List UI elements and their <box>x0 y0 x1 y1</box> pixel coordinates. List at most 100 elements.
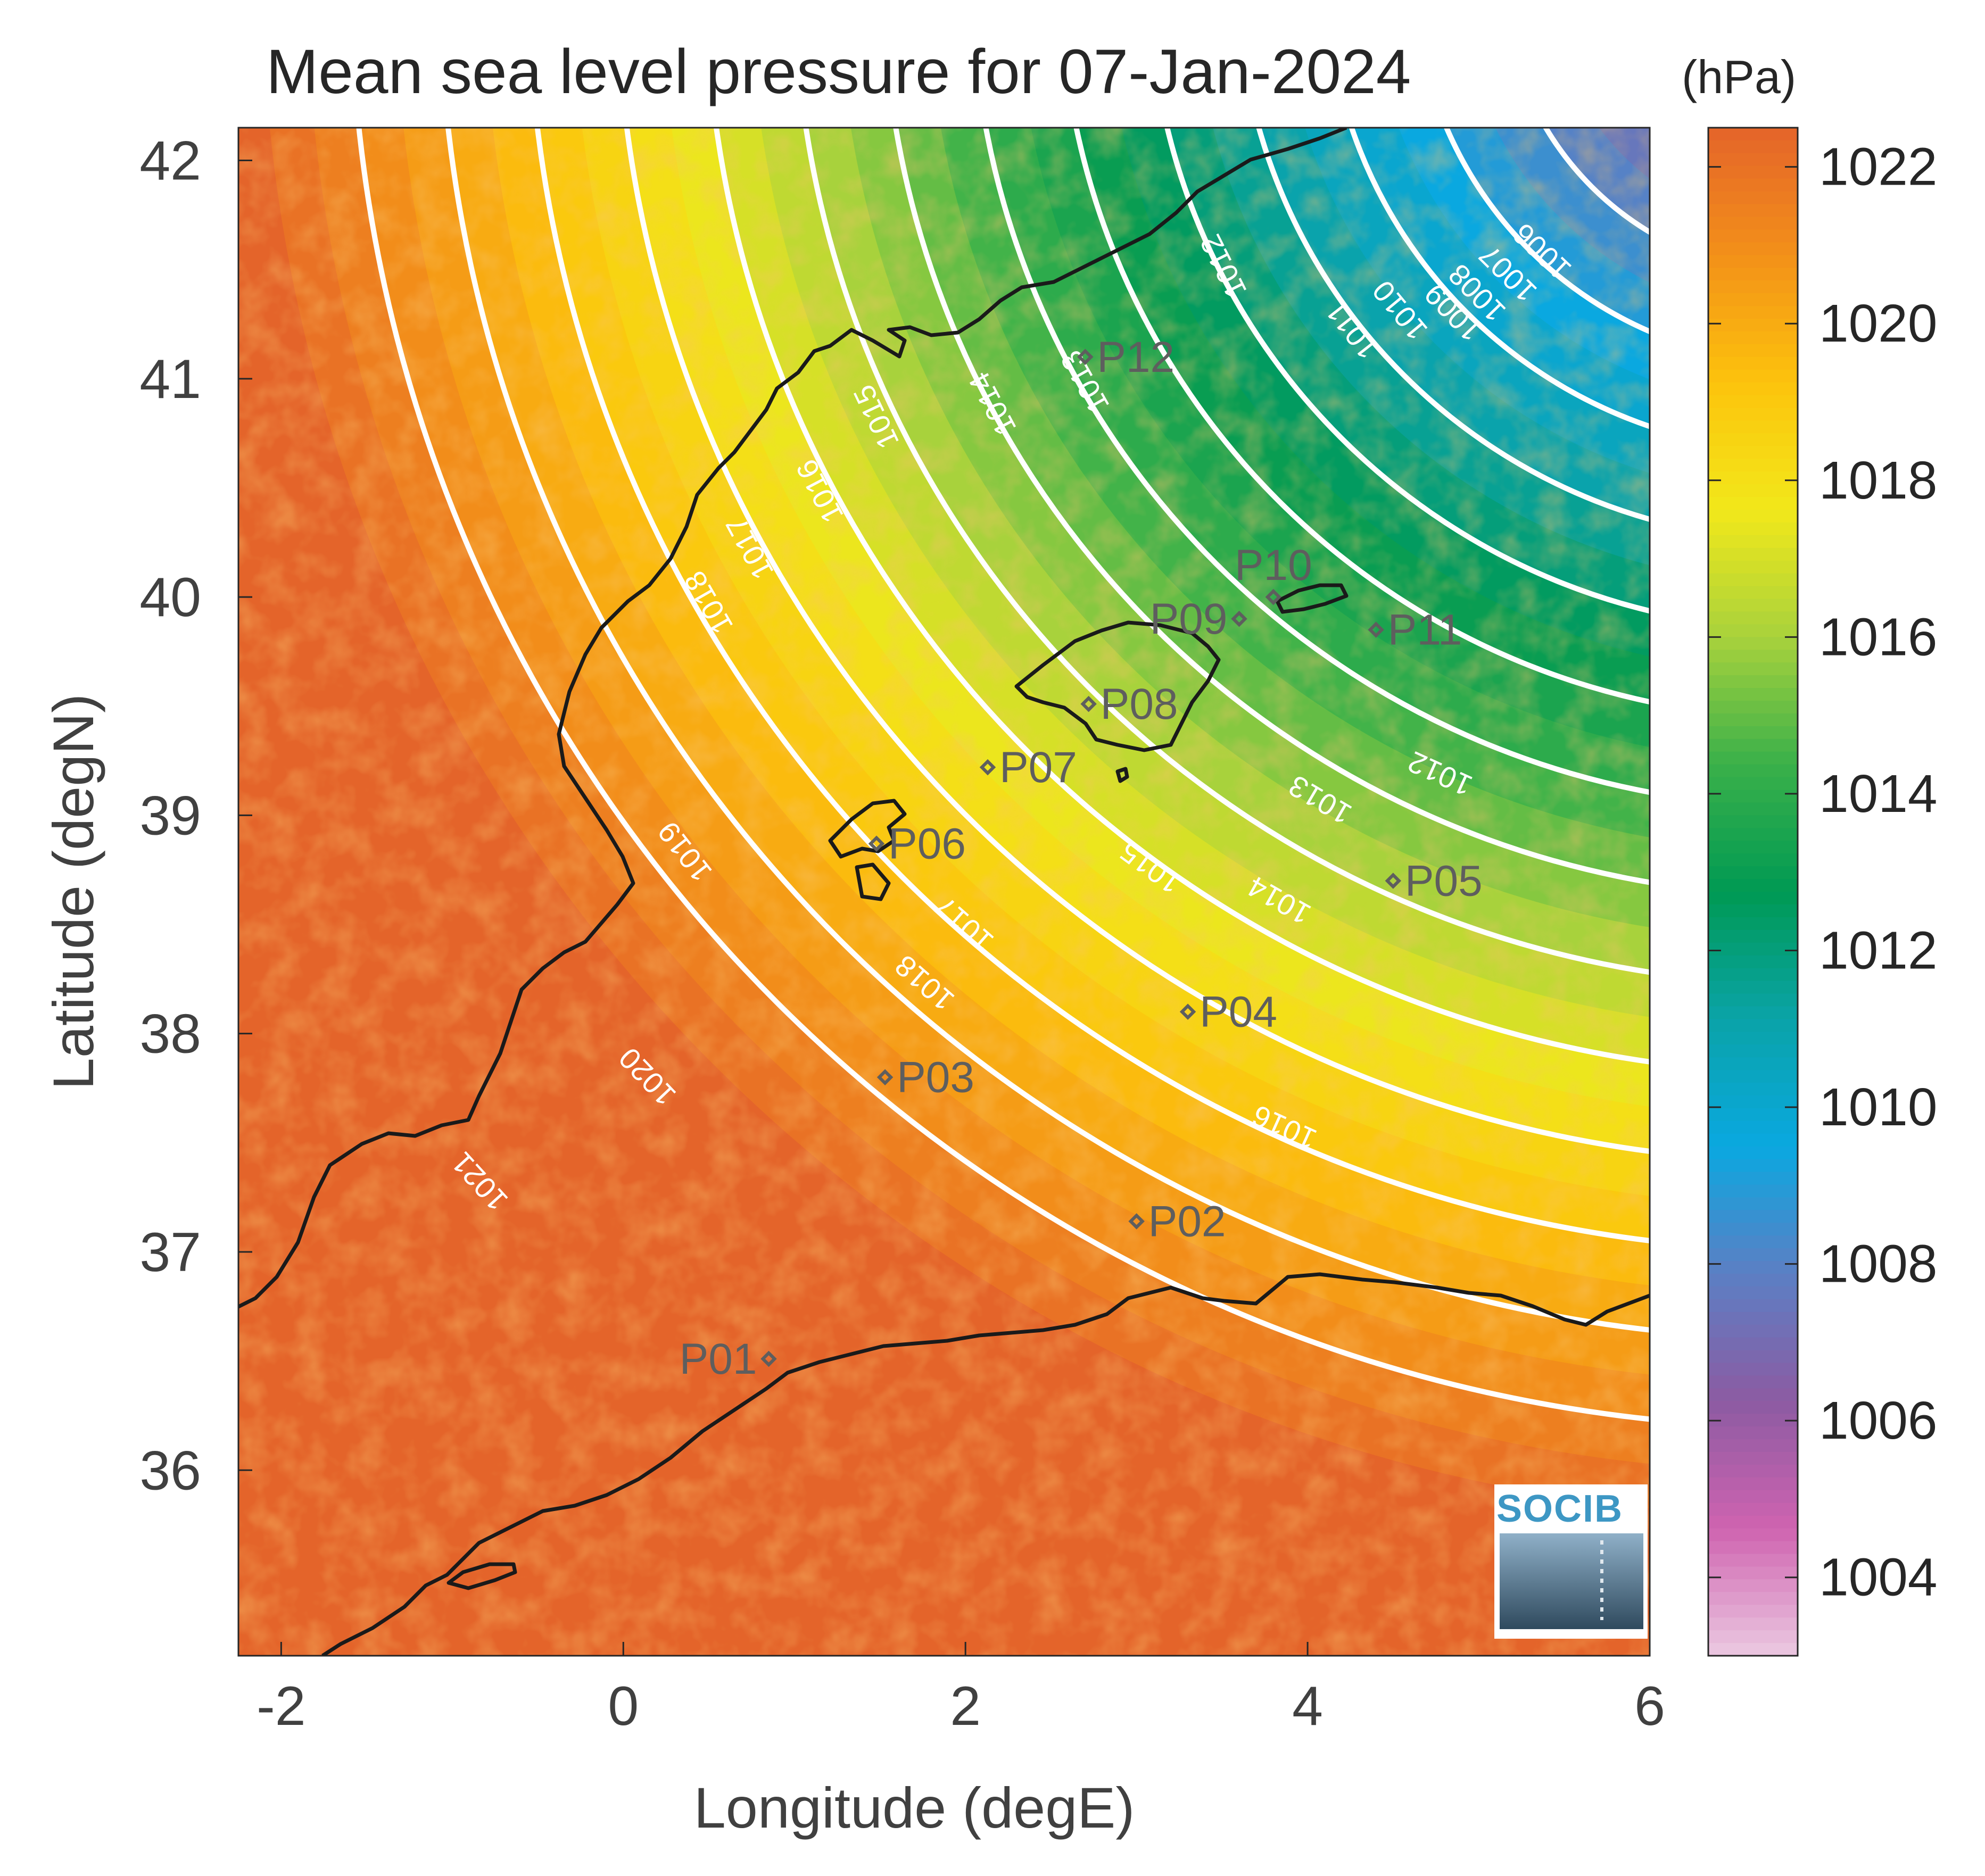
colorbar-segment-40 <box>1708 637 1798 651</box>
colorbar-tick-label-2: 1008 <box>1819 1234 1937 1294</box>
colorbar-segment-90 <box>1708 1274 1798 1287</box>
station-marker-P04 <box>1179 1003 1196 1020</box>
colorbar-segment-87 <box>1708 1235 1798 1249</box>
colorbar-segment-105 <box>1708 1465 1798 1478</box>
colorbar-segment-26 <box>1708 459 1798 472</box>
station-label-P05: P05 <box>1405 857 1483 905</box>
colorbar-segment-22 <box>1708 408 1798 421</box>
colorbar-segment-11 <box>1708 268 1798 281</box>
colorbar-segment-89 <box>1708 1261 1798 1274</box>
colorbar-segment-117 <box>1708 1617 1798 1631</box>
colorbar: 1004 1006 1008 1010 1012 1014 1016 1018 1020 1022 <box>1707 127 1937 1657</box>
colorbar-segment-44 <box>1708 688 1798 701</box>
colorbar-segment-116 <box>1708 1605 1798 1618</box>
logo-wave-icon <box>1500 1533 1643 1629</box>
isobar-1012 <box>1164 128 1650 614</box>
colorbar-segment-17 <box>1708 344 1798 358</box>
station-label-P09: P09 <box>1150 595 1228 643</box>
station-marker-P02 <box>1128 1213 1145 1230</box>
colorbar-segment-66 <box>1708 968 1798 982</box>
colorbar-segment-31 <box>1708 522 1798 536</box>
station-label-P01: P01 <box>680 1335 757 1383</box>
y-tick-label-4: 40 <box>139 567 201 628</box>
island-alboran <box>446 1562 517 1590</box>
station-marker-P05 <box>1385 873 1402 889</box>
colorbar-tick-label-7: 1018 <box>1819 451 1937 510</box>
station-marker-P09 <box>1231 610 1247 627</box>
colorbar-segment-39 <box>1708 624 1798 638</box>
colorbar-segment-54 <box>1708 815 1798 829</box>
colorbar-segment-118 <box>1708 1630 1798 1644</box>
station-label-P10: P10 <box>1235 541 1312 590</box>
coastline-layer <box>238 128 1650 1656</box>
colorbar-segment-59 <box>1708 879 1798 892</box>
colorbar-segment-65 <box>1708 955 1798 969</box>
colorbar-segment-50 <box>1708 764 1798 778</box>
colorbar-segment-27 <box>1708 471 1798 485</box>
african-coastline <box>321 1272 1650 1656</box>
colorbar-segment-103 <box>1708 1439 1798 1453</box>
colorbar-segment-8 <box>1708 229 1798 243</box>
colorbar-tick-label-3: 1010 <box>1819 1077 1937 1137</box>
isobar-1018 <box>624 128 1650 1154</box>
isobar-1021 <box>356 128 1650 1422</box>
isobar-1011 <box>1256 128 1650 522</box>
isobar-1019 <box>534 128 1650 1243</box>
island-cabrera <box>1115 767 1129 783</box>
iberian-coastline <box>238 128 1347 1309</box>
colorbar-segment-67 <box>1708 981 1798 994</box>
colorbar-segment-74 <box>1708 1070 1798 1083</box>
colorbar-tick-label-6: 1016 <box>1819 607 1937 667</box>
colorbar-segment-10 <box>1708 255 1798 269</box>
colorbar-segment-100 <box>1708 1401 1798 1415</box>
colorbar-segment-119 <box>1708 1643 1798 1656</box>
colorbar-segment-110 <box>1708 1528 1798 1542</box>
colorbar-segment-93 <box>1708 1311 1798 1325</box>
colorbar-segment-75 <box>1708 1083 1798 1096</box>
colorbar-segment-60 <box>1708 892 1798 905</box>
colorbar-segment-102 <box>1708 1426 1798 1440</box>
colorbar-segment-28 <box>1708 484 1798 498</box>
colorbar-segment-98 <box>1708 1375 1798 1389</box>
y-tick-label-2: 38 <box>139 1003 201 1065</box>
pressure-band-1005.5 <box>1726 0 1882 53</box>
colorbar-segment-107 <box>1708 1490 1798 1504</box>
station-marker-P08 <box>1080 695 1097 712</box>
colorbar-tick-label-4: 1012 <box>1819 920 1937 980</box>
colorbar-segment-3 <box>1708 165 1798 179</box>
x-axis: -2 0 2 4 6 <box>257 1642 1665 1737</box>
colorbar-segment-35 <box>1708 573 1798 587</box>
socib-logo: SOCIB <box>1494 1484 1648 1639</box>
station-marker-P01 <box>760 1350 777 1367</box>
colorbar-segment-62 <box>1708 917 1798 931</box>
y-axis-label: Latitude (degN) <box>41 694 105 1090</box>
isobar-1020 <box>445 128 1650 1333</box>
colorbar-segment-46 <box>1708 713 1798 727</box>
colorbar-segment-112 <box>1708 1554 1798 1567</box>
colorbar-segment-45 <box>1708 701 1798 714</box>
colorbar-segment-47 <box>1708 726 1798 740</box>
colorbar-segment-13 <box>1708 293 1798 307</box>
station-label-P07: P07 <box>999 743 1077 792</box>
y-tick-label-3: 39 <box>139 785 201 846</box>
colorbar-segment-38 <box>1708 611 1798 625</box>
colorbar-segment-1 <box>1708 140 1798 154</box>
colorbar-segment-81 <box>1708 1159 1798 1173</box>
isobar-1016 <box>803 128 1650 975</box>
colorbar-segment-12 <box>1708 280 1798 294</box>
colorbar-segment-72 <box>1708 1044 1798 1058</box>
colorbar-segment-6 <box>1708 204 1798 218</box>
colorbar-segment-5 <box>1708 191 1798 205</box>
colorbar-segment-43 <box>1708 675 1798 689</box>
colorbar-tick-label-1: 1006 <box>1819 1391 1937 1450</box>
colorbar-segment-92 <box>1708 1299 1798 1313</box>
station-label-P04: P04 <box>1200 988 1277 1036</box>
x-tick-label-2: 2 <box>950 1675 981 1737</box>
colorbar-segment-4 <box>1708 178 1798 192</box>
colorbar-segment-23 <box>1708 420 1798 434</box>
isobar-1014 <box>983 128 1650 795</box>
colorbar-segment-33 <box>1708 547 1798 561</box>
colorbar-segment-42 <box>1708 662 1798 676</box>
x-axis-label: Longitude (degE) <box>694 1775 1135 1840</box>
logo-text: SOCIB <box>1496 1488 1623 1530</box>
